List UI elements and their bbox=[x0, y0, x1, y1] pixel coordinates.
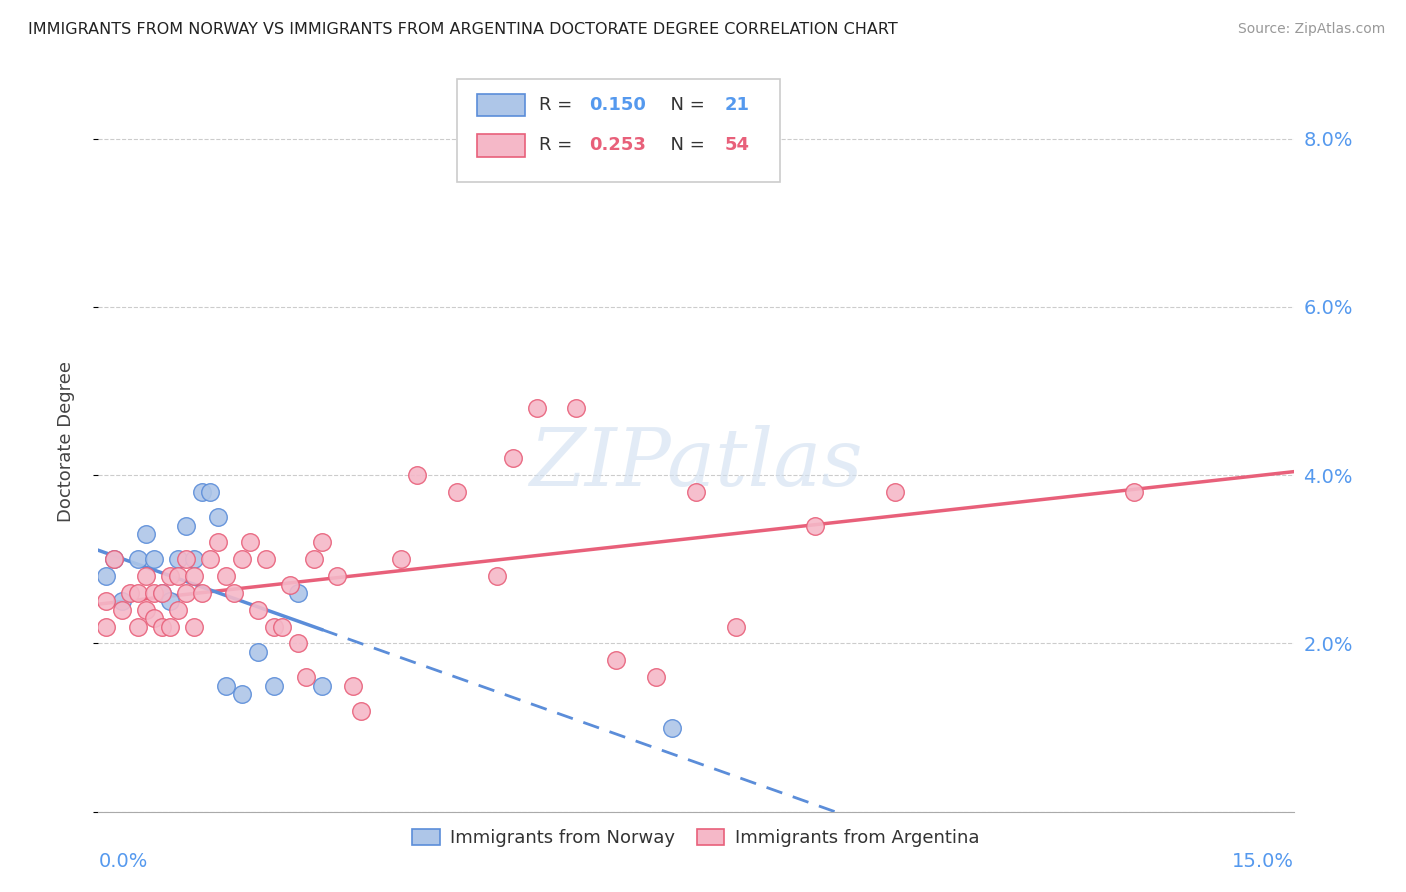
Point bbox=[150, 586, 173, 600]
Text: Source: ZipAtlas.com: Source: ZipAtlas.com bbox=[1237, 22, 1385, 37]
Point bbox=[96, 594, 118, 608]
Point bbox=[96, 619, 118, 633]
Text: N =: N = bbox=[659, 95, 710, 113]
Point bbox=[111, 603, 134, 617]
Point bbox=[159, 619, 181, 633]
Point bbox=[231, 687, 253, 701]
Point bbox=[159, 569, 181, 583]
FancyBboxPatch shape bbox=[477, 94, 524, 116]
Text: N =: N = bbox=[659, 136, 710, 154]
Point bbox=[804, 518, 827, 533]
Text: ZIPatlas: ZIPatlas bbox=[529, 425, 863, 502]
Text: 0.150: 0.150 bbox=[589, 95, 647, 113]
Point bbox=[526, 401, 548, 415]
Point bbox=[350, 704, 373, 718]
Point bbox=[326, 569, 349, 583]
Point bbox=[565, 401, 588, 415]
Point bbox=[246, 645, 269, 659]
Text: IMMIGRANTS FROM NORWAY VS IMMIGRANTS FROM ARGENTINA DOCTORATE DEGREE CORRELATION: IMMIGRANTS FROM NORWAY VS IMMIGRANTS FRO… bbox=[28, 22, 898, 37]
Text: R =: R = bbox=[540, 95, 578, 113]
Point bbox=[150, 619, 173, 633]
Text: R =: R = bbox=[540, 136, 578, 154]
Point bbox=[111, 594, 134, 608]
Point bbox=[159, 594, 181, 608]
Point bbox=[127, 586, 149, 600]
Point bbox=[167, 569, 190, 583]
Point bbox=[270, 619, 292, 633]
Point bbox=[135, 569, 157, 583]
Text: 15.0%: 15.0% bbox=[1232, 853, 1294, 871]
Point bbox=[174, 518, 197, 533]
Point bbox=[287, 636, 309, 650]
Point bbox=[485, 569, 508, 583]
Point bbox=[1123, 485, 1146, 500]
Point bbox=[311, 535, 333, 549]
Point bbox=[167, 603, 190, 617]
Point bbox=[183, 552, 205, 566]
Point bbox=[502, 451, 524, 466]
Point bbox=[135, 603, 157, 617]
FancyBboxPatch shape bbox=[477, 135, 524, 156]
Point bbox=[191, 586, 214, 600]
Point bbox=[263, 619, 285, 633]
Text: 21: 21 bbox=[724, 95, 749, 113]
Point bbox=[239, 535, 262, 549]
Point bbox=[183, 619, 205, 633]
Point bbox=[127, 552, 149, 566]
Point bbox=[143, 552, 166, 566]
Point bbox=[311, 679, 333, 693]
Point bbox=[174, 586, 197, 600]
Point bbox=[406, 468, 429, 483]
Point bbox=[287, 586, 309, 600]
Point bbox=[884, 485, 907, 500]
Legend: Immigrants from Norway, Immigrants from Argentina: Immigrants from Norway, Immigrants from … bbox=[405, 822, 987, 855]
Text: 54: 54 bbox=[724, 136, 749, 154]
Text: 0.253: 0.253 bbox=[589, 136, 647, 154]
Point bbox=[685, 485, 707, 500]
Point bbox=[174, 552, 197, 566]
Point bbox=[103, 552, 125, 566]
Point bbox=[294, 670, 316, 684]
Y-axis label: Doctorate Degree: Doctorate Degree bbox=[56, 361, 75, 522]
Point bbox=[645, 670, 668, 684]
Text: 0.0%: 0.0% bbox=[98, 853, 148, 871]
Point bbox=[198, 552, 221, 566]
Point bbox=[263, 679, 285, 693]
Point bbox=[135, 527, 157, 541]
Point bbox=[302, 552, 325, 566]
Point bbox=[127, 619, 149, 633]
Point bbox=[342, 679, 364, 693]
Point bbox=[246, 603, 269, 617]
Point bbox=[207, 535, 229, 549]
Point bbox=[103, 552, 125, 566]
Point bbox=[120, 586, 142, 600]
Point bbox=[143, 586, 166, 600]
Point bbox=[254, 552, 277, 566]
Point bbox=[215, 679, 238, 693]
Point bbox=[389, 552, 412, 566]
Point bbox=[661, 721, 683, 735]
Point bbox=[215, 569, 238, 583]
Point bbox=[207, 510, 229, 524]
Point bbox=[143, 611, 166, 625]
Point bbox=[278, 577, 301, 591]
Point bbox=[605, 653, 627, 667]
Point bbox=[167, 552, 190, 566]
Point bbox=[446, 485, 468, 500]
Point bbox=[198, 485, 221, 500]
Point bbox=[96, 569, 118, 583]
Point bbox=[191, 485, 214, 500]
FancyBboxPatch shape bbox=[457, 78, 780, 183]
Point bbox=[724, 619, 747, 633]
Point bbox=[231, 552, 253, 566]
Point bbox=[222, 586, 245, 600]
Point bbox=[183, 569, 205, 583]
Point bbox=[150, 586, 173, 600]
